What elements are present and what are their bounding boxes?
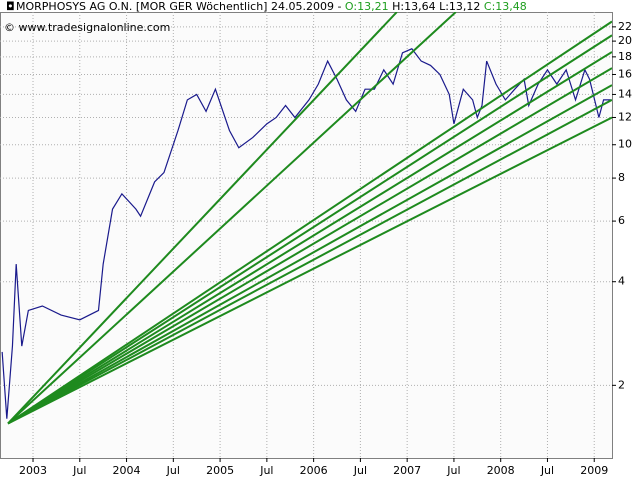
x-tick-label: Jul [72, 464, 86, 477]
fan-line [7, 20, 612, 425]
x-tick-label: Jul [446, 464, 460, 477]
price-line [1, 48, 612, 419]
fan-line [7, 98, 612, 425]
x-tick-label: 2007 [393, 464, 421, 477]
fan-line [7, 51, 612, 425]
y-tick-label: 6 [618, 214, 625, 227]
y-tick-label: 14 [618, 87, 632, 100]
fan-line [7, 116, 612, 425]
chart-title: MORPHOSYS AG O.N. [MOR GER Wöchentlich] … [16, 0, 527, 13]
x-tick-label: 2009 [580, 464, 608, 477]
fan-line [7, 84, 612, 425]
title-main: MORPHOSYS AG O.N. [MOR GER Wöchentlich] … [16, 0, 341, 13]
labels: ◘ MORPHOSYS AG O.N. [MOR GER Wöchentlich… [4, 0, 632, 477]
y-tick-label: 22 [618, 20, 632, 33]
x-tick-label: 2004 [113, 464, 141, 477]
fan-line [7, 12, 398, 425]
plot-area [0, 12, 613, 459]
x-tick-label: Jul [353, 464, 367, 477]
ohlc-high: H:13,64 [392, 0, 435, 13]
y-tick-label: 8 [618, 171, 625, 184]
title-icon: ◘ [6, 0, 15, 13]
fan-line [7, 67, 612, 425]
ohlc-close: C:13,48 [484, 0, 527, 13]
x-tick-label: Jul [540, 464, 554, 477]
y-tick-label: 18 [618, 50, 632, 63]
y-tick-label: 12 [618, 110, 632, 123]
fan-line [7, 34, 612, 425]
x-tick-label: 2008 [487, 464, 515, 477]
y-tick-label: 4 [618, 275, 625, 288]
x-tick-label: 2003 [19, 464, 47, 477]
ohlc-low: L:13,12 [439, 0, 480, 13]
marks [1, 12, 612, 425]
y-tick-label: 16 [618, 67, 632, 80]
fan-line [7, 12, 457, 425]
x-tick-label: Jul [259, 464, 273, 477]
watermark: © www.tradesignalonline.com [4, 21, 170, 34]
grid [0, 12, 616, 462]
ohlc-open: O:13,21 [345, 0, 389, 13]
y-tick-label: 20 [618, 34, 632, 47]
y-tick-label: 2 [618, 378, 625, 391]
y-tick-label: 10 [618, 138, 632, 151]
x-tick-label: 2006 [300, 464, 328, 477]
x-tick-label: Jul [166, 464, 180, 477]
x-tick-label: 2005 [206, 464, 234, 477]
